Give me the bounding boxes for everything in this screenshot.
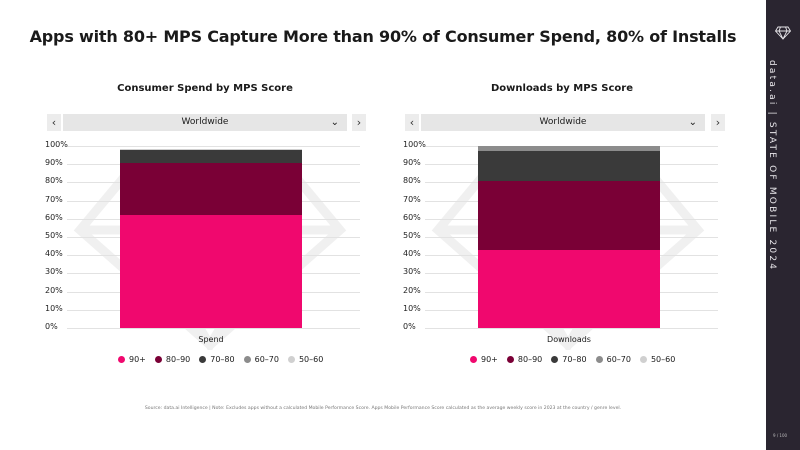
y-tick-label: 20% [45, 286, 63, 295]
chart-legend: 90+ 80–90 70–80 60–70 50–60 [118, 355, 332, 364]
gridline [67, 146, 360, 147]
legend-label: 90+ [129, 355, 146, 364]
y-tick-label: 80% [45, 176, 63, 185]
region-select-value: Worldwide [539, 117, 587, 127]
prev-button[interactable]: ‹ [405, 114, 419, 131]
chart-title: Downloads by MPS Score [490, 83, 633, 94]
y-tick-label: 30% [45, 267, 63, 276]
legend-swatch [287, 356, 295, 363]
bar-segment-90+ [120, 215, 302, 328]
legend-swatch [154, 356, 162, 363]
slide: Apps with 80+ MPS Capture More than 90% … [29, 27, 737, 411]
y-tick-label: 100% [403, 140, 426, 149]
legend-label: 50–60 [298, 355, 324, 364]
sidebar: data.ai | STATE OF MOBILE 2024 [766, 0, 800, 450]
y-tick-label: 0% [45, 322, 58, 331]
legend-label: 90+ [481, 355, 498, 364]
legend-label: 70–80 [210, 355, 235, 364]
legend-item: 90+ [118, 355, 146, 364]
y-tick-label: 50% [45, 231, 63, 240]
y-tick-label: 70% [403, 195, 421, 204]
y-tick-label: 0% [403, 322, 416, 331]
y-tick-label: 40% [403, 249, 421, 258]
bar-segment-70–80 [478, 151, 660, 181]
legend-swatch [243, 356, 251, 363]
y-tick-label: 60% [403, 213, 421, 222]
legend-swatch [551, 356, 559, 363]
legend-item: 50–60 [639, 355, 676, 364]
y-tick-label: 50% [403, 231, 421, 240]
y-tick-label: 10% [403, 304, 421, 313]
brand-vertical-text: data.ai | STATE OF MOBILE 2024 [767, 60, 777, 272]
diamond-icon [775, 26, 791, 40]
next-button[interactable]: › [352, 114, 366, 131]
x-category-label: Spend [198, 335, 224, 344]
gridline [425, 328, 718, 329]
legend-item: 60–70 [243, 355, 279, 364]
legend-swatch [506, 356, 514, 363]
chart-legend: 90+ 80–90 70–80 60–70 50–60 [470, 355, 684, 364]
bar-segment-90+ [478, 249, 660, 328]
legend-label: 50–60 [650, 355, 676, 364]
region-select[interactable]: Worldwide ⌄ [63, 114, 347, 131]
legend-item: 80–90 [506, 355, 543, 364]
page-number: 9 / 100 [773, 433, 788, 438]
legend-item: 90+ [470, 355, 498, 364]
bar-segment-70–80 [120, 149, 302, 164]
gridline [67, 328, 360, 329]
region-select-value: Worldwide [181, 117, 229, 127]
bar-segment-80–90 [120, 163, 302, 216]
legend-item: 60–70 [595, 355, 631, 364]
legend-swatch [118, 356, 125, 363]
y-tick-label: 30% [403, 267, 421, 276]
legend-swatch [639, 356, 647, 363]
y-tick-label: 100% [45, 140, 68, 149]
source-note: Source: data.ai Intelligence | Note: Exc… [144, 406, 622, 411]
bar-segment-60–70 [478, 146, 660, 152]
y-tick-label: 10% [45, 304, 63, 313]
legend-item: 80–90 [154, 355, 191, 364]
chevron-down-icon: ⌄ [330, 117, 339, 128]
y-tick-label: 20% [403, 286, 421, 295]
legend-item: 70–80 [199, 355, 235, 364]
legend-label: 80–90 [165, 355, 191, 364]
legend-label: 60–70 [254, 355, 279, 364]
y-tick-label: 90% [45, 158, 63, 167]
y-tick-label: 90% [403, 158, 421, 167]
y-tick-label: 70% [45, 195, 63, 204]
legend-item: 50–60 [287, 355, 324, 364]
bar-segment-60–70 [120, 149, 302, 150]
y-tick-label: 60% [45, 213, 63, 222]
legend-label: 60–70 [606, 355, 631, 364]
y-tick-label: 80% [403, 176, 421, 185]
prev-button[interactable]: ‹ [47, 114, 61, 131]
bar-segment-80–90 [478, 180, 660, 250]
legend-swatch [470, 356, 477, 363]
region-select[interactable]: Worldwide ⌄ [421, 114, 705, 131]
legend-label: 70–80 [562, 355, 587, 364]
next-button[interactable]: › [711, 114, 725, 131]
slide-title: Apps with 80+ MPS Capture More than 90% … [29, 27, 737, 46]
x-category-label: Downloads [547, 335, 591, 344]
chart-title: Consumer Spend by MPS Score [117, 83, 293, 94]
legend-swatch [199, 356, 207, 363]
legend-item: 70–80 [551, 355, 587, 364]
chevron-down-icon: ⌄ [688, 117, 697, 128]
legend-swatch [595, 356, 603, 363]
legend-label: 80–90 [517, 355, 543, 364]
y-tick-label: 40% [45, 249, 63, 258]
